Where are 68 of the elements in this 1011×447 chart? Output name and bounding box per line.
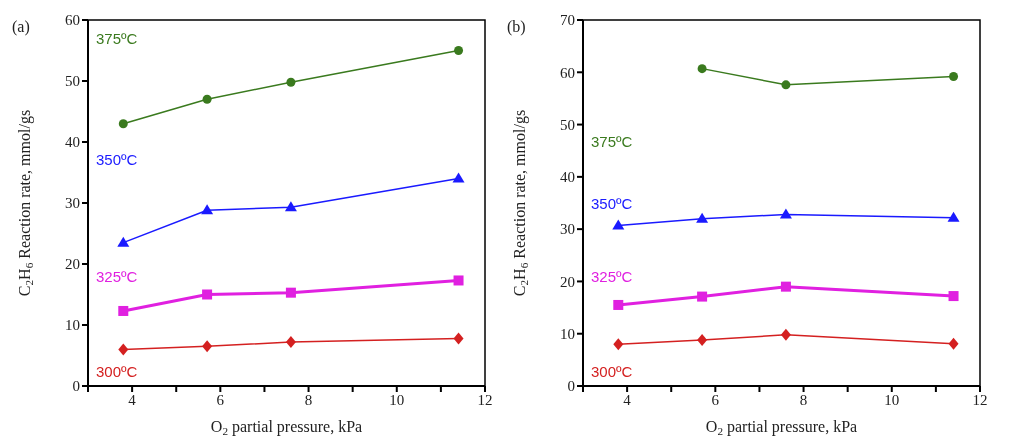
point (948, 291, 959, 302)
x-tick-label: 6 (711, 391, 720, 408)
text: 375ºC (591, 132, 633, 150)
point (284, 201, 297, 212)
y-tick-label: 10 (65, 317, 80, 334)
y-tick-label: 50 (65, 73, 80, 90)
y-tick-label: 70 (560, 12, 575, 29)
point (202, 340, 213, 353)
series-label: 350ºC (591, 195, 633, 212)
chart-title: (a) (12, 18, 30, 36)
point (696, 212, 709, 223)
point (453, 275, 464, 286)
y-tick-label: 60 (560, 64, 575, 81)
y-tick-label: 0 (567, 378, 575, 395)
point (453, 332, 464, 345)
y-tick-label: 30 (560, 221, 575, 238)
series-label: 325ºC (591, 268, 633, 286)
point (118, 119, 128, 129)
y-tick-label: 20 (560, 273, 575, 290)
x-tick-label: 4 (128, 391, 137, 408)
point (948, 337, 959, 350)
x-tick-label: 6 (216, 391, 225, 408)
y-tick-label: 40 (65, 134, 80, 151)
point (452, 172, 465, 183)
y-tick-label: 10 (560, 326, 575, 343)
point (612, 219, 625, 230)
series-label: 300ºC (96, 363, 138, 381)
point (697, 333, 708, 346)
point (202, 289, 213, 300)
point (947, 211, 960, 222)
y-tick-label: 40 (560, 169, 575, 186)
chart-title: (b) (507, 18, 526, 36)
point (118, 305, 129, 316)
point (117, 236, 130, 247)
series-label: 300ºC (591, 363, 633, 381)
point (697, 291, 708, 302)
y-tick-label: 20 (65, 256, 80, 273)
point (779, 208, 792, 219)
x-axis-title: O$_{2}$ partial pressure, kPa (210, 418, 363, 438)
x-tick-label: 10 (884, 391, 900, 408)
point (949, 71, 959, 81)
point (697, 64, 707, 74)
point (285, 287, 296, 298)
point (613, 299, 624, 310)
point (781, 80, 791, 90)
y-tick-label: 60 (65, 12, 80, 29)
y-tick-label: 30 (65, 195, 80, 212)
x-tick-label: 12 (972, 391, 988, 408)
point (454, 46, 464, 55)
y-tick-label: 50 (560, 116, 575, 133)
point (285, 336, 296, 349)
point (780, 328, 791, 341)
point (780, 281, 791, 292)
x-tick-label: 12 (477, 391, 493, 408)
series-label: 325ºC (96, 268, 138, 286)
y-tick-label: 0 (72, 378, 80, 395)
x-tick-label: 8 (304, 391, 313, 408)
point (202, 94, 212, 104)
point (201, 204, 214, 215)
x-tick-label: 4 (623, 391, 632, 408)
x-tick-label: 10 (389, 391, 405, 408)
x-axis-title: O$_{2}$ partial pressure, kPa (705, 418, 858, 438)
text: 375ºC (96, 30, 138, 48)
x-tick-label: 8 (799, 391, 808, 408)
text: 350ºC (96, 151, 138, 169)
point (118, 343, 129, 356)
point (613, 338, 624, 351)
point (286, 77, 296, 87)
